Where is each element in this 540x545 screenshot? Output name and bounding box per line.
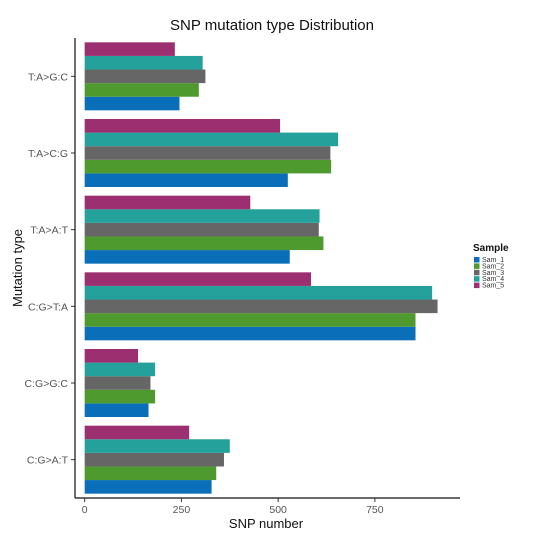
legend-swatch-sam-3	[474, 269, 480, 276]
bar-t-a-c-g-sam-1	[84, 173, 288, 187]
x-tick-label-0: 0	[82, 504, 88, 516]
x-axis-title: SNP number	[229, 516, 304, 531]
bar-t-a-g-c-sam-5	[84, 42, 175, 56]
legend-swatch-sam-2	[474, 263, 480, 269]
bar-c-g-a-t-sam-3	[84, 452, 224, 467]
legend-swatch-sam-1	[474, 257, 480, 263]
bar-t-a-g-c-sam-3	[84, 69, 206, 84]
bar-t-a-a-t-sam-4	[84, 209, 320, 223]
bar-c-g-a-t-sam-4	[84, 439, 230, 453]
bar-t-a-g-c-sam-1	[84, 96, 180, 111]
legend-label-sam-4: Sam_4	[482, 276, 504, 283]
x-tick-label-750: 750	[366, 504, 384, 516]
legend-label-sam-2: Sam_2	[482, 263, 504, 270]
bar-c-g-t-a-sam-1	[84, 326, 416, 341]
bar-c-g-g-c-sam-1	[84, 403, 149, 417]
axes-group: T:A>G:C T:A>C:G T:A>A:T C:G>T:A C:G>G:C C:G>A…	[25, 38, 460, 516]
bar-c-g-g-c-sam-4	[84, 362, 156, 377]
bar-t-a-a-t-sam-3	[84, 222, 319, 237]
bar-c-g-a-t-sam-2	[84, 466, 217, 481]
bar-c-g-t-a-sam-4	[84, 285, 433, 300]
bar-t-a-g-c-sam-2	[84, 83, 199, 97]
y-tick-label-t-a-a-t: T:A>A:T	[30, 225, 68, 237]
bar-t-a-c-g-sam-3	[84, 146, 331, 160]
bar-t-a-a-t-sam-1	[84, 250, 290, 264]
bar-c-g-a-t-sam-1	[84, 480, 212, 494]
y-tick-label-c-g-t-a: C:G>T:A	[28, 301, 68, 313]
legend-swatch-sam-4	[474, 276, 480, 282]
y-tick-label-t-a-c-g: T:A>C:G	[28, 148, 68, 160]
legend-label-sam-5: Sam_5	[482, 283, 504, 290]
bar-t-a-c-g-sam-2	[84, 159, 332, 174]
bar-c-g-t-a-sam-5	[84, 272, 312, 286]
bar-t-a-c-g-sam-4	[84, 132, 339, 147]
legend-label-sam-3: Sam_3	[482, 270, 504, 277]
legend-swatch-sam-5	[474, 282, 480, 289]
y-tick-label-t-a-g-c: T:A>G:C	[28, 71, 68, 83]
bar-c-g-t-a-sam-3	[84, 299, 438, 314]
legend-title: Sample	[473, 243, 509, 254]
legend-label-sam-1: Sam_1	[482, 257, 504, 264]
bar-t-a-a-t-sam-2	[84, 236, 324, 251]
bar-t-a-g-c-sam-4	[84, 55, 203, 70]
y-tick-label-c-g-a-t: C:G>A:T	[27, 455, 69, 467]
bar-c-g-t-a-sam-2	[84, 313, 416, 327]
chart-title: SNP mutation type Distribution	[170, 17, 374, 34]
x-tick-label-500: 500	[269, 504, 287, 516]
x-tick-label-250: 250	[173, 504, 191, 516]
y-axis-title: Mutation type	[10, 229, 25, 307]
bar-c-g-g-c-sam-3	[84, 376, 151, 390]
bar-c-g-g-c-sam-5	[84, 349, 139, 363]
bar-t-a-c-g-sam-5	[84, 119, 281, 133]
bar-c-g-g-c-sam-2	[84, 389, 156, 404]
y-tick-label-c-g-g-c: C:G>G:C	[25, 378, 69, 390]
bars-group	[84, 42, 438, 494]
bar-t-a-a-t-sam-5	[84, 195, 251, 210]
bar-c-g-a-t-sam-5	[84, 425, 190, 440]
